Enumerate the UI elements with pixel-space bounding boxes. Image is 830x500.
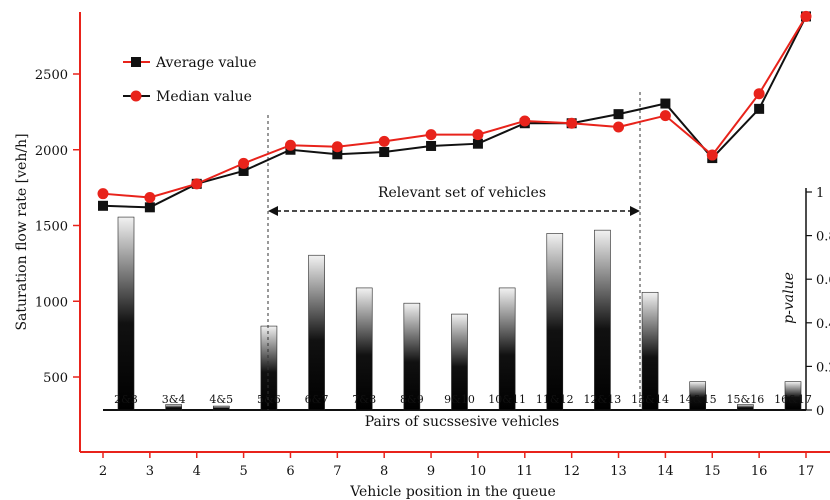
relevant-set-arrow-left-head xyxy=(268,206,278,216)
average-point xyxy=(379,147,390,158)
bar-category-label: 4&5 xyxy=(209,393,233,406)
x-tick-label: 10 xyxy=(470,464,487,479)
bar-category-label: 7&8 xyxy=(352,393,376,406)
x-tick-label: 5 xyxy=(239,464,247,479)
x-tick-label: 16 xyxy=(751,464,768,479)
p-value-bar xyxy=(165,404,182,411)
series-line-average xyxy=(102,15,807,209)
median-point xyxy=(97,188,109,200)
legend-average-marker xyxy=(131,57,141,67)
average-point xyxy=(144,202,155,213)
x-tick-label: 13 xyxy=(610,464,627,479)
median-point xyxy=(566,117,578,129)
p-value-bar xyxy=(308,254,325,411)
bar-category-label: 6&7 xyxy=(305,393,329,406)
average-point xyxy=(332,149,343,160)
p-value-bar xyxy=(403,302,421,411)
average-point xyxy=(426,140,437,151)
line-y-axis-label: Saturation flow rate [veh/h] xyxy=(14,133,30,330)
relevant-set-label: Relevant set of vehicles xyxy=(378,185,546,201)
bar-category-label: 5&6 xyxy=(257,393,281,406)
median-point xyxy=(472,129,484,141)
bar-category-label: 15&16 xyxy=(726,393,764,406)
y-tick-label: 500 xyxy=(43,371,68,386)
p-value-bar xyxy=(594,229,611,411)
median-point xyxy=(753,88,765,100)
x-tick-label: 17 xyxy=(798,464,815,479)
bar-category-label: 16&17 xyxy=(774,393,812,406)
p-value-bar xyxy=(689,381,707,411)
series-line-median xyxy=(102,15,807,199)
x-tick-label: 2 xyxy=(99,464,107,479)
p-value-bar xyxy=(260,325,278,411)
median-point xyxy=(706,149,718,161)
p-tick-label: 0.8 xyxy=(816,230,830,245)
y-tick-label: 2500 xyxy=(35,68,68,83)
median-point xyxy=(144,191,156,203)
bar-category-label: 14&15 xyxy=(679,393,717,406)
p-value-bar xyxy=(451,313,468,411)
legend-average-label: Average value xyxy=(155,55,257,71)
average-point xyxy=(613,109,624,120)
average-point xyxy=(660,98,671,109)
bar-category-label: 3&4 xyxy=(162,393,186,406)
p-value-bar xyxy=(355,287,373,411)
y-tick-label: 1000 xyxy=(35,295,68,310)
median-point xyxy=(613,121,625,133)
x-tick-label: 7 xyxy=(333,464,341,479)
median-point xyxy=(191,178,203,190)
p-value-bar xyxy=(784,381,802,411)
line-x-axis-label: Vehicle position in the queue xyxy=(349,484,556,500)
bar-category-label: 11&12 xyxy=(536,393,574,406)
p-tick-label: 0 xyxy=(816,404,824,419)
bar-category-label: 12&13 xyxy=(584,393,622,406)
x-tick-label: 4 xyxy=(193,464,201,479)
x-tick-label: 6 xyxy=(286,464,294,479)
median-point xyxy=(331,141,343,153)
p-value-bar xyxy=(117,216,135,411)
median-point xyxy=(800,10,812,22)
p-value-bar xyxy=(641,291,659,411)
p-tick-label: 1 xyxy=(816,186,824,201)
bar-category-label: 2&3 xyxy=(114,393,138,406)
average-point xyxy=(238,165,249,176)
p-value-bar xyxy=(212,405,230,411)
x-tick-label: 12 xyxy=(563,464,580,479)
p-tick-label: 0.6 xyxy=(816,273,830,288)
average-point xyxy=(754,103,765,114)
y-tick-label: 2000 xyxy=(35,144,68,159)
bar-category-label: 8&9 xyxy=(400,393,424,406)
bar-x-axis-label: Pairs of sucssesive vehicles xyxy=(365,414,559,430)
median-point xyxy=(238,157,250,169)
median-point xyxy=(659,110,671,122)
p-value-axis-label: p-value xyxy=(781,272,797,324)
x-tick-label: 8 xyxy=(380,464,388,479)
p-value-bar xyxy=(737,404,754,411)
median-point xyxy=(378,135,390,147)
median-point xyxy=(519,115,531,127)
legend-median-label: Median value xyxy=(156,89,252,105)
p-tick-label: 0.4 xyxy=(816,317,830,332)
x-tick-label: 9 xyxy=(427,464,435,479)
median-point xyxy=(284,139,296,151)
x-tick-label: 3 xyxy=(146,464,154,479)
average-point xyxy=(472,138,483,149)
bar-category-label: 10&11 xyxy=(488,393,526,406)
relevant-set-arrow-right-head xyxy=(630,206,640,216)
x-tick-label: 15 xyxy=(704,464,721,479)
p-tick-label: 0.2 xyxy=(816,360,830,375)
legend: Average value Median value xyxy=(123,55,257,105)
median-point xyxy=(425,129,437,141)
x-tick-label: 11 xyxy=(517,464,534,479)
x-tick-label: 14 xyxy=(657,464,674,479)
average-point xyxy=(98,200,108,211)
legend-median-marker xyxy=(130,90,142,102)
p-value-bar xyxy=(546,233,564,411)
bar-category-label: 13&14 xyxy=(631,393,669,406)
y-tick-label: 1500 xyxy=(35,220,68,235)
p-value-bar xyxy=(498,287,516,411)
bar-category-label: 9&10 xyxy=(444,393,475,406)
